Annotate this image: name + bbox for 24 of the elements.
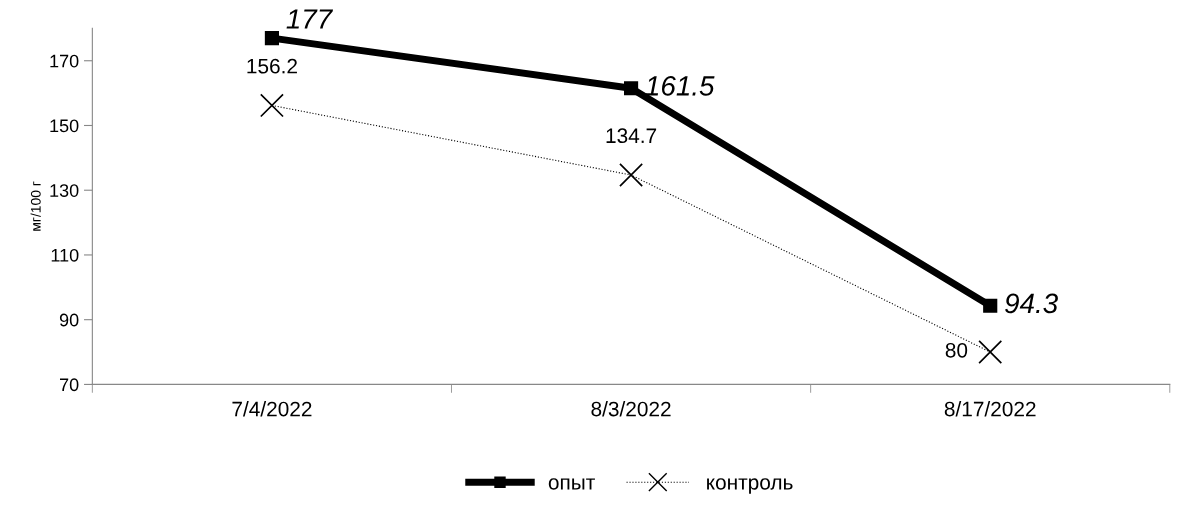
y-tick-label: 70	[60, 378, 79, 392]
point	[264, 31, 280, 46]
data-label: 94.3	[1005, 293, 1058, 314]
x-tick-label: 7/4/2022	[232, 401, 312, 417]
y-tick-label: 150	[50, 119, 79, 133]
x-tick-label: 8/3/2022	[591, 401, 671, 417]
data-label: 161.5	[645, 76, 715, 96]
legend-label: контроль	[707, 478, 793, 494]
y-tick-label: 170	[50, 54, 79, 68]
data-label: 80	[945, 342, 968, 358]
point	[259, 93, 284, 118]
data-label: 156.2	[247, 58, 297, 74]
y-tick-label: 110	[51, 248, 79, 262]
y-tick-label: 90	[59, 313, 79, 327]
y-tick-label: 130	[50, 184, 79, 197]
point	[983, 298, 998, 313]
point	[623, 81, 639, 96]
point	[619, 163, 644, 187]
legend-label: опыт	[548, 478, 595, 490]
y-axis-title: мг/100 г	[30, 181, 41, 231]
data-label: 177	[286, 9, 334, 29]
x-tick-label: 8/17/2022	[944, 401, 1036, 417]
point	[978, 340, 1003, 364]
data-label: 134.7	[606, 128, 657, 144]
